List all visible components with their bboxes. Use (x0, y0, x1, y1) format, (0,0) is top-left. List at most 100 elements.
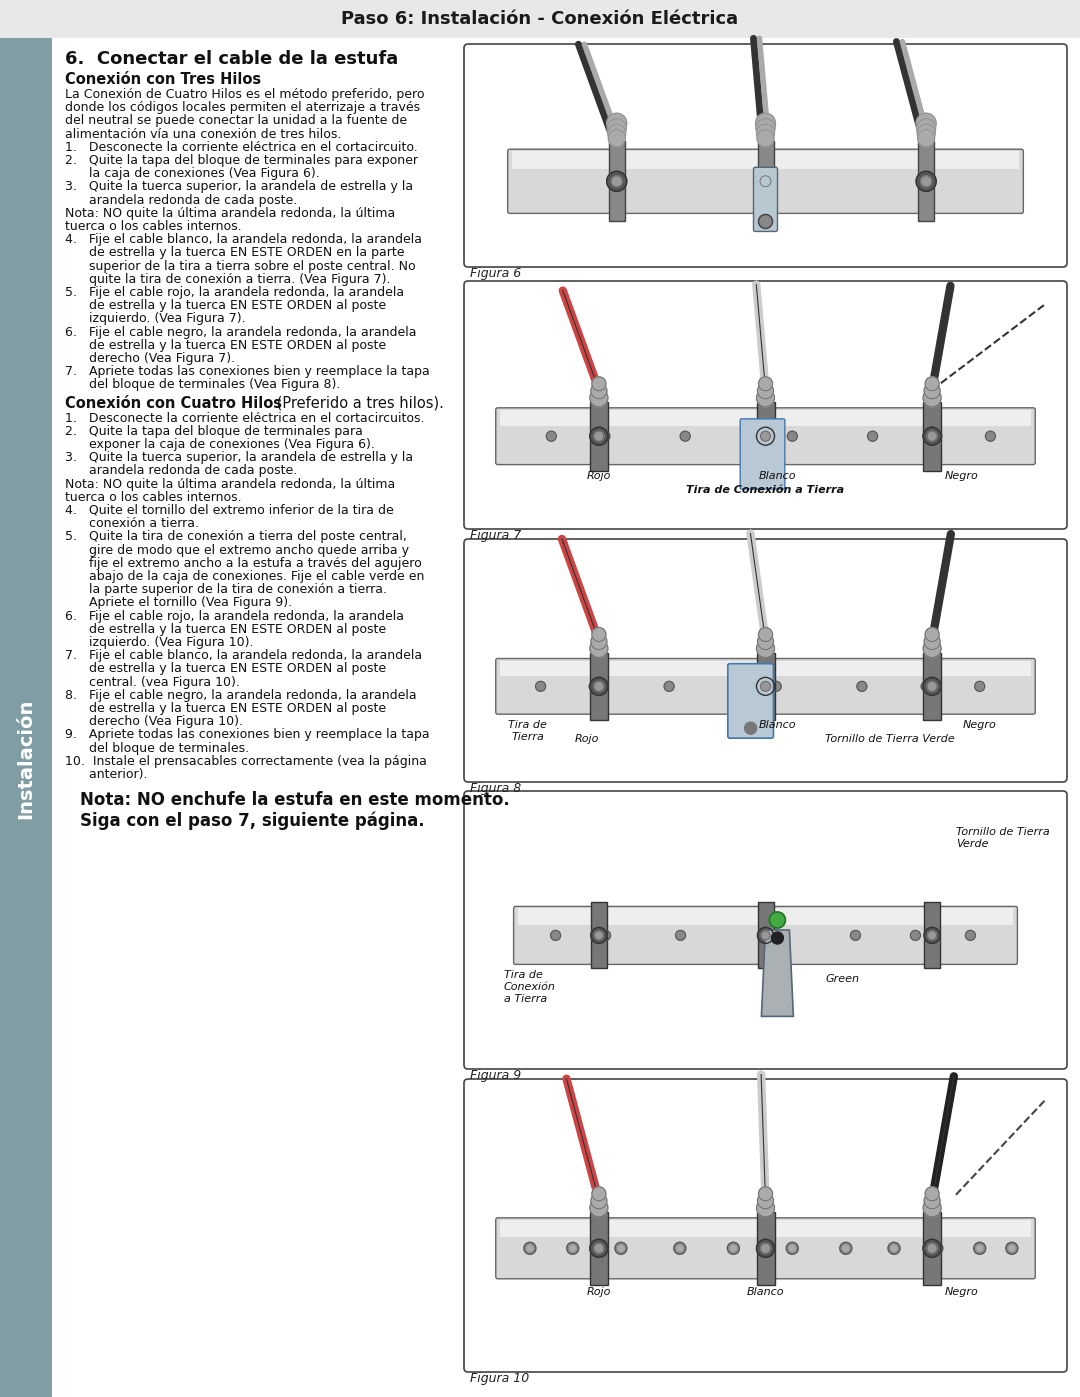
Text: Rojo: Rojo (586, 1287, 611, 1296)
Circle shape (590, 682, 599, 692)
Text: derecho (Vea Figura 7).: derecho (Vea Figura 7). (65, 352, 235, 365)
Circle shape (536, 682, 545, 692)
Circle shape (789, 1245, 795, 1252)
Circle shape (594, 682, 604, 692)
Text: Siga con el paso 7, siguiente página.: Siga con el paso 7, siguiente página. (80, 812, 424, 830)
Circle shape (607, 172, 626, 191)
Circle shape (757, 1193, 773, 1208)
Polygon shape (761, 930, 794, 1017)
FancyBboxPatch shape (728, 664, 773, 738)
Circle shape (1005, 1242, 1017, 1255)
Circle shape (756, 1199, 774, 1217)
Circle shape (608, 130, 625, 147)
Circle shape (594, 1243, 604, 1253)
Text: Rojo: Rojo (575, 735, 599, 745)
Circle shape (923, 1239, 941, 1257)
Circle shape (771, 932, 783, 944)
Circle shape (756, 640, 774, 658)
Circle shape (591, 928, 607, 943)
Bar (590, 1211, 608, 1285)
Circle shape (888, 1242, 900, 1255)
Text: de estrella y la tuerca EN ESTE ORDEN en la parte: de estrella y la tuerca EN ESTE ORDEN en… (65, 246, 405, 260)
Text: Tira de
Conexión
a Tierra: Tira de Conexión a Tierra (503, 971, 555, 1003)
Circle shape (926, 1187, 940, 1201)
Text: de estrella y la tuerca EN ESTE ORDEN al poste: de estrella y la tuerca EN ESTE ORDEN al… (65, 623, 387, 636)
Circle shape (760, 1243, 770, 1253)
Circle shape (599, 432, 610, 441)
Circle shape (758, 215, 772, 229)
Circle shape (769, 912, 785, 928)
Text: 3.   Quite la tuerca superior, la arandela de estrella y la: 3. Quite la tuerca superior, la arandela… (65, 180, 414, 193)
Bar (500, 1220, 1031, 1236)
Circle shape (924, 383, 940, 398)
Circle shape (758, 377, 772, 391)
Bar (918, 141, 934, 221)
Circle shape (590, 1239, 608, 1257)
FancyBboxPatch shape (496, 1218, 1036, 1278)
Text: Figura 9: Figura 9 (470, 1069, 522, 1083)
Text: de estrella y la tuerca EN ESTE ORDEN al poste: de estrella y la tuerca EN ESTE ORDEN al… (65, 299, 387, 312)
Text: central. (vea Figura 10).: central. (vea Figura 10). (65, 676, 240, 689)
Text: Nota: NO quite la última arandela redonda, la última: Nota: NO quite la última arandela redond… (65, 207, 395, 219)
Circle shape (927, 682, 937, 692)
Circle shape (664, 682, 674, 692)
Circle shape (744, 722, 757, 735)
Text: 10.  Instale el prensacables correctamente (vea la página: 10. Instale el prensacables correctament… (65, 754, 427, 768)
Circle shape (675, 930, 686, 940)
Circle shape (916, 172, 936, 191)
Circle shape (611, 176, 622, 187)
FancyBboxPatch shape (464, 43, 1067, 267)
Text: izquierdo. (Vea Figura 10).: izquierdo. (Vea Figura 10). (65, 636, 254, 650)
Text: tuerca o los cables internos.: tuerca o los cables internos. (65, 219, 242, 233)
Text: superior de la tira a tierra sobre el poste central. No: superior de la tira a tierra sobre el po… (65, 260, 416, 272)
Circle shape (934, 1245, 940, 1252)
Text: 7.   Apriete todas las conexiones bien y reemplace la tapa: 7. Apriete todas las conexiones bien y r… (65, 365, 430, 379)
Bar (590, 402, 608, 471)
Circle shape (985, 432, 996, 441)
Circle shape (923, 640, 941, 658)
Circle shape (524, 1242, 536, 1255)
Circle shape (923, 678, 941, 696)
Text: 6.   Fije el cable rojo, la arandela redonda, la arandela: 6. Fije el cable rojo, la arandela redon… (65, 609, 404, 623)
Circle shape (757, 633, 773, 650)
Text: de estrella y la tuerca EN ESTE ORDEN al poste: de estrella y la tuerca EN ESTE ORDEN al… (65, 703, 387, 715)
Text: izquierdo. (Vea Figura 7).: izquierdo. (Vea Figura 7). (65, 313, 245, 326)
Bar (923, 402, 941, 471)
Text: gire de modo que el extremo ancho quede arriba y: gire de modo que el extremo ancho quede … (65, 543, 409, 556)
Text: 9.   Apriete todas las conexiones bien y reemplace la tapa: 9. Apriete todas las conexiones bien y r… (65, 728, 430, 742)
Circle shape (787, 432, 797, 441)
Circle shape (975, 682, 985, 692)
Circle shape (974, 1242, 986, 1255)
Bar (757, 141, 773, 221)
Circle shape (976, 1245, 983, 1252)
Text: Conexión con Cuatro Hilos: Conexión con Cuatro Hilos (65, 395, 282, 411)
Text: del bloque de terminales.: del bloque de terminales. (65, 742, 249, 754)
Text: arandela redonda de cada poste.: arandela redonda de cada poste. (65, 464, 297, 478)
Circle shape (546, 432, 556, 441)
Circle shape (567, 1242, 579, 1255)
Circle shape (758, 627, 772, 641)
Text: la caja de conexiones (Vea Figura 6).: la caja de conexiones (Vea Figura 6). (65, 168, 320, 180)
Text: 4.   Quite el tornillo del extremo inferior de la tira de: 4. Quite el tornillo del extremo inferio… (65, 504, 394, 517)
Circle shape (590, 388, 608, 407)
Circle shape (527, 1245, 532, 1252)
Circle shape (608, 124, 625, 142)
Circle shape (910, 930, 920, 940)
Text: conexión a tierra.: conexión a tierra. (65, 517, 199, 531)
Bar (609, 141, 624, 221)
Circle shape (756, 113, 775, 133)
Text: 5.   Quite la tira de conexión a tierra del poste central,: 5. Quite la tira de conexión a tierra de… (65, 531, 407, 543)
Text: Negro: Negro (963, 721, 997, 731)
Text: Tira de Conexión a Tierra: Tira de Conexión a Tierra (687, 485, 845, 495)
Circle shape (924, 1193, 940, 1208)
Text: alimentación vía una conexión de tres hilos.: alimentación vía una conexión de tres hi… (65, 127, 341, 141)
Text: Nota: NO enchufe la estufa en este momento.: Nota: NO enchufe la estufa en este momen… (80, 791, 510, 809)
Circle shape (757, 383, 773, 398)
Circle shape (680, 432, 690, 441)
Circle shape (923, 1199, 941, 1217)
Text: de estrella y la tuerca EN ESTE ORDEN al poste: de estrella y la tuerca EN ESTE ORDEN al… (65, 339, 387, 352)
Bar (756, 652, 774, 721)
Text: Blanco: Blanco (746, 1287, 784, 1296)
Circle shape (761, 930, 770, 940)
Circle shape (786, 1242, 798, 1255)
